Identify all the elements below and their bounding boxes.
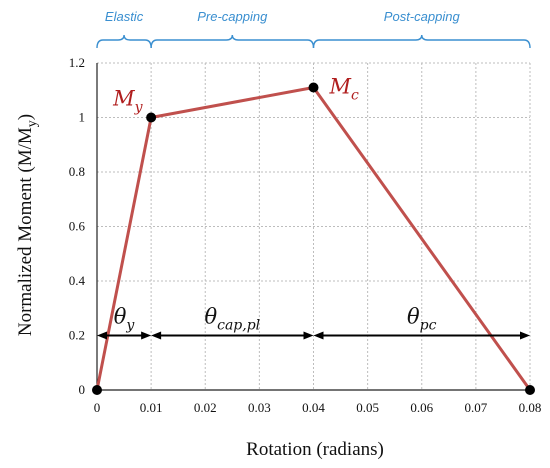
dimension-label-sub: cap,pl <box>217 318 260 334</box>
dimension-label-sub: y <box>125 318 135 334</box>
region-brace <box>96 34 152 49</box>
point-label: Mc <box>329 75 360 104</box>
series-line <box>95 86 532 391</box>
y-tick-label: 0.6 <box>69 219 86 234</box>
y-axis-label: Normalized Moment (M/My) <box>15 114 40 336</box>
point-label: My <box>112 87 144 116</box>
x-tick-label: 0.04 <box>302 400 325 415</box>
x-tick-label: 0.07 <box>465 400 488 415</box>
arrowhead-left <box>97 331 107 340</box>
dimension-label-base: θ <box>204 305 217 329</box>
dimension-label-base: θ <box>114 305 127 329</box>
point-label-sub: y <box>134 100 144 116</box>
region-label: Post-capping <box>384 9 461 24</box>
series-layer <box>92 82 535 395</box>
region-brace <box>150 34 315 49</box>
arrowhead-right <box>303 331 314 340</box>
x-tick-label: 0.03 <box>248 400 271 415</box>
grid <box>97 62 531 390</box>
arrowhead-right <box>141 331 152 340</box>
region-brace <box>312 34 531 49</box>
point-label-sub: c <box>351 88 359 104</box>
y-axis-label-sub: y <box>25 120 40 127</box>
x-tick-label: 0.06 <box>410 400 433 415</box>
dimension-label: θcap,pl <box>204 305 260 334</box>
dimension-label-sub: pc <box>420 318 437 334</box>
region-label: Elastic <box>105 9 144 24</box>
arrowhead-right <box>520 331 530 340</box>
dimension-label-base: θ <box>407 305 420 329</box>
arrowhead-left <box>313 331 324 340</box>
y-tick-label: 0.8 <box>69 164 85 179</box>
point-label-base: M <box>112 87 135 111</box>
y-axis-label-tail: ) <box>15 114 36 120</box>
y-tick-label: 0 <box>79 382 86 397</box>
arrowhead-left <box>151 331 162 340</box>
x-tick-label: 0 <box>94 400 101 415</box>
y-tick-label: 1.2 <box>69 55 85 70</box>
y-tick-label: 0.4 <box>69 273 86 288</box>
data-point <box>308 82 319 93</box>
x-tick-label: 0.05 <box>356 400 379 415</box>
y-tick-label: 0.2 <box>69 328 85 343</box>
x-tick-label: 0.02 <box>194 400 217 415</box>
region-brackets: Elastic Pre-capping Post-capping <box>96 9 531 49</box>
x-tick-label: 0.08 <box>519 400 542 415</box>
y-axis-label-main: Normalized Moment (M/M <box>15 127 36 336</box>
dimension-label: θy <box>114 305 136 334</box>
data-point <box>525 385 535 395</box>
x-axis-label: Rotation (radians) <box>246 439 384 460</box>
region-label: Pre-capping <box>197 9 268 24</box>
data-point <box>146 112 157 123</box>
x-tick-label: 0.01 <box>140 400 163 415</box>
dimension-label: θpc <box>407 305 437 334</box>
dimension-arrows: θy θcap,pl θpc <box>97 305 530 340</box>
y-tick-label: 1 <box>79 110 86 125</box>
axes: 0 0.01 0.02 0.03 0.04 0.05 0.06 0.07 0.08 0 0.2 0.4… <box>69 55 542 415</box>
data-point <box>92 385 102 395</box>
point-label-base: M <box>329 75 352 99</box>
